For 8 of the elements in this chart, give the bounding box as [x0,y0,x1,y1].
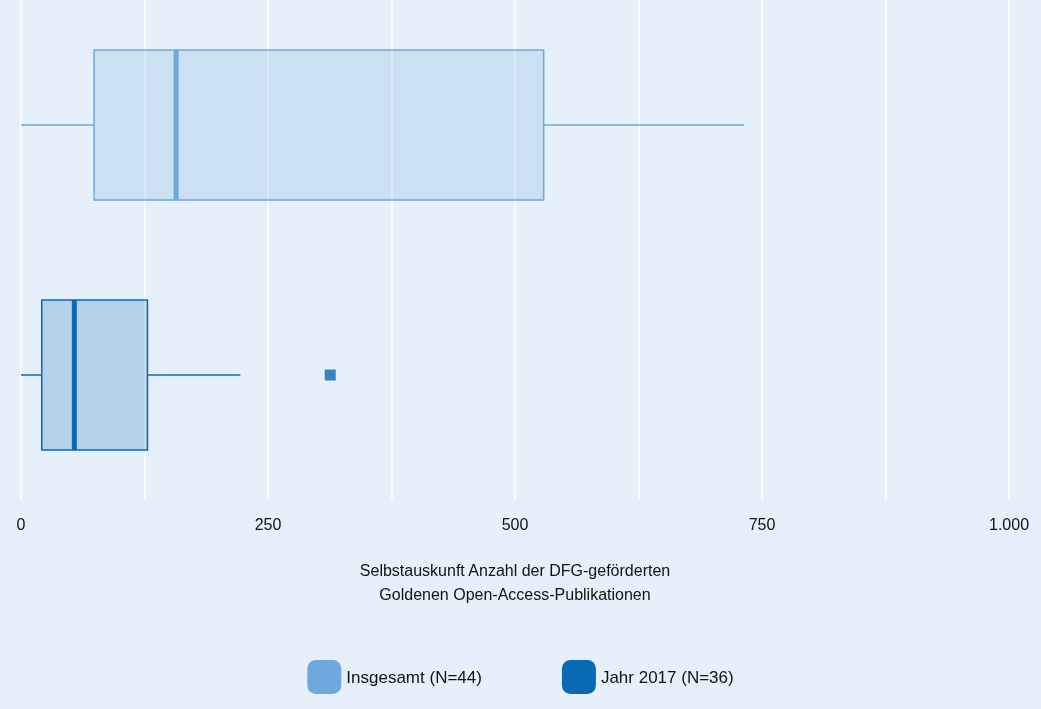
x-tick-label: 500 [501,515,529,533]
x-axis-title: Selbstauskunft Anzahl der DFG-geförderten Goldenen Open-Access-Publikationen [359,561,671,603]
x-tick-label: 1.000 [988,515,1030,533]
legend-label: Insgesamt (N=44) [346,667,482,687]
x-tick-label: 250 [254,515,282,533]
legend-label: Jahr 2017 (N=36) [600,667,734,687]
x-tick-label: 0 [16,515,26,533]
x-tick-label: 750 [748,515,776,533]
